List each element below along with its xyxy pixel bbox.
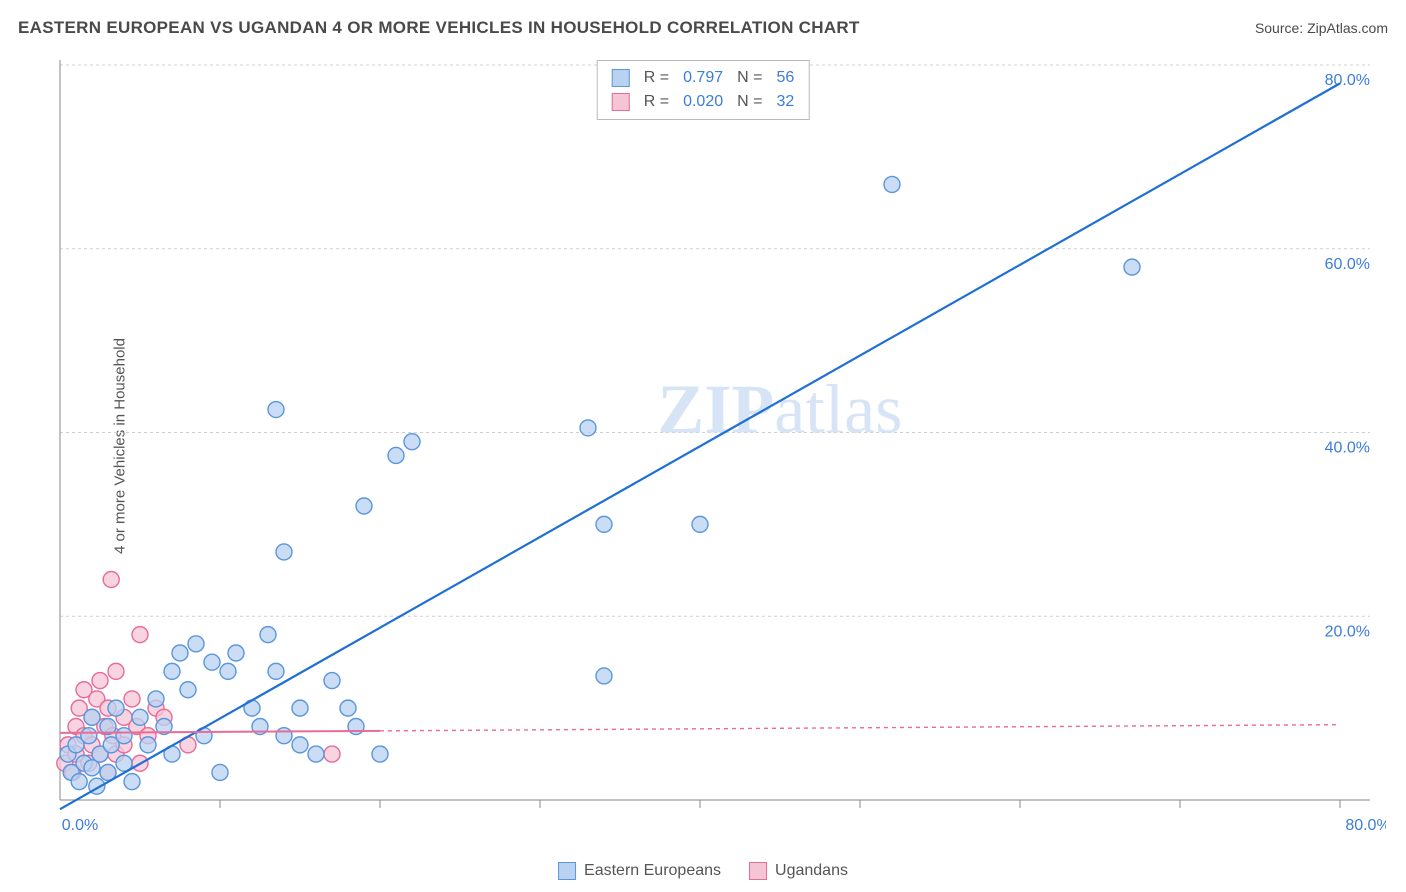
data-point xyxy=(124,691,140,707)
chart-area: 20.0% 40.0% 60.0% 80.0% 0.0% 80.0% ZIPatlas xyxy=(50,55,1386,842)
data-point xyxy=(124,774,140,790)
data-point xyxy=(884,176,900,192)
data-point xyxy=(228,645,244,661)
data-point xyxy=(276,728,292,744)
n-label: N = xyxy=(737,66,762,90)
data-point xyxy=(596,516,612,532)
data-point xyxy=(188,636,204,652)
data-point xyxy=(268,402,284,418)
data-point xyxy=(140,737,156,753)
r-value: 0.797 xyxy=(683,66,723,90)
data-point xyxy=(212,764,228,780)
legend-series-item: Eastern Europeans xyxy=(558,862,721,880)
data-point xyxy=(324,746,340,762)
data-point xyxy=(1124,259,1140,275)
data-point xyxy=(132,627,148,643)
data-point xyxy=(692,516,708,532)
data-point xyxy=(71,774,87,790)
y-tick-label: 20.0% xyxy=(1325,623,1370,640)
legend-swatch xyxy=(612,69,630,87)
data-point xyxy=(340,700,356,716)
data-point xyxy=(292,700,308,716)
legend-series-label: Eastern Europeans xyxy=(584,862,721,880)
trend-line xyxy=(60,83,1340,809)
data-point xyxy=(596,668,612,684)
data-point xyxy=(580,420,596,436)
n-value: 32 xyxy=(776,90,794,114)
legend-swatch xyxy=(612,93,630,111)
x-tick-label: 0.0% xyxy=(62,817,98,834)
r-label: R = xyxy=(644,90,669,114)
legend-statistics: R = 0.797 N = 56 R = 0.020 N = 32 xyxy=(597,60,810,120)
data-point xyxy=(84,709,100,725)
data-point xyxy=(292,737,308,753)
data-point xyxy=(108,700,124,716)
data-point xyxy=(172,645,188,661)
n-label: N = xyxy=(737,90,762,114)
data-point xyxy=(103,572,119,588)
legend-stat-row: R = 0.797 N = 56 xyxy=(612,66,795,90)
legend-series-label: Ugandans xyxy=(775,862,848,880)
data-point xyxy=(92,673,108,689)
data-point xyxy=(108,663,124,679)
data-point xyxy=(276,544,292,560)
legend-stat-row: R = 0.020 N = 32 xyxy=(612,90,795,114)
legend-series: Eastern Europeans Ugandans xyxy=(558,862,848,880)
legend-swatch xyxy=(558,862,576,880)
r-value: 0.020 xyxy=(683,90,723,114)
y-tick-label: 60.0% xyxy=(1325,256,1370,273)
watermark: ZIPatlas xyxy=(658,372,903,449)
r-label: R = xyxy=(644,66,669,90)
y-tick-label: 40.0% xyxy=(1325,440,1370,457)
data-point xyxy=(388,447,404,463)
chart-header: EASTERN EUROPEAN VS UGANDAN 4 OR MORE VE… xyxy=(18,18,1388,38)
data-point xyxy=(356,498,372,514)
data-point xyxy=(148,691,164,707)
data-point xyxy=(260,627,276,643)
data-point xyxy=(220,663,236,679)
data-point xyxy=(348,719,364,735)
y-tick-label: 80.0% xyxy=(1325,72,1370,89)
data-point xyxy=(180,682,196,698)
x-tick-label: 80.0% xyxy=(1345,817,1386,834)
data-point xyxy=(164,663,180,679)
legend-swatch xyxy=(749,862,767,880)
scatter-chart: 20.0% 40.0% 60.0% 80.0% 0.0% 80.0% ZIPatlas xyxy=(50,55,1386,842)
legend-series-item: Ugandans xyxy=(749,862,848,880)
data-point xyxy=(404,434,420,450)
data-point xyxy=(116,728,132,744)
data-point xyxy=(268,663,284,679)
data-point xyxy=(308,746,324,762)
data-point xyxy=(132,709,148,725)
chart-source: Source: ZipAtlas.com xyxy=(1255,20,1388,36)
trend-line xyxy=(380,725,1340,731)
data-point xyxy=(81,728,97,744)
data-point xyxy=(372,746,388,762)
data-point xyxy=(324,673,340,689)
n-value: 56 xyxy=(776,66,794,90)
data-point xyxy=(204,654,220,670)
chart-title: EASTERN EUROPEAN VS UGANDAN 4 OR MORE VE… xyxy=(18,18,860,38)
